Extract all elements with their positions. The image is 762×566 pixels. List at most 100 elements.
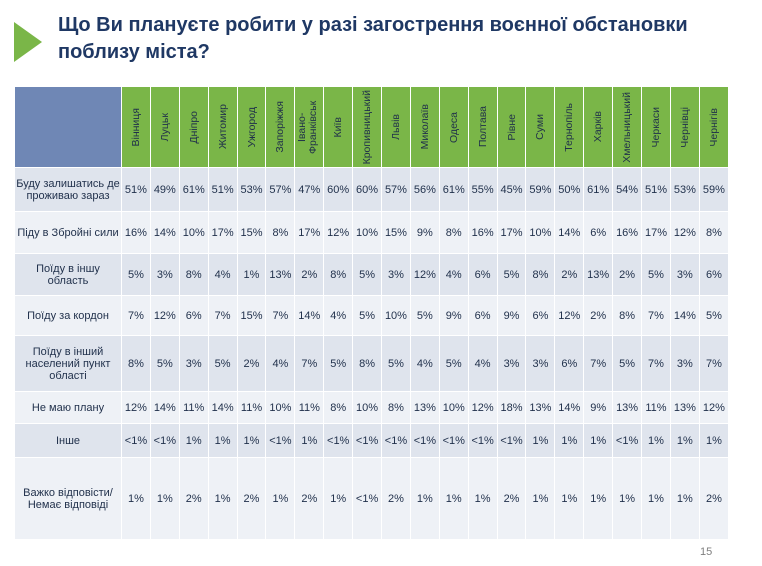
row-label: Інше <box>14 423 122 458</box>
table-cell: 8% <box>381 391 411 424</box>
table-cell: <1% <box>409 423 440 458</box>
table-cell: 1% <box>669 457 700 540</box>
table-cell: 8% <box>323 391 354 424</box>
row-label: Важко відповісти/Немає відповіді <box>14 457 122 540</box>
table-cell: 12% <box>554 295 585 336</box>
table-cell: 9% <box>583 391 614 424</box>
city-header: Черкаси <box>641 86 671 168</box>
table-cell: 14% <box>294 295 325 336</box>
table-cell: 5% <box>149 335 180 392</box>
table-cell: 6% <box>698 253 730 296</box>
table-cell: 51% <box>207 167 238 212</box>
city-header: Вінниця <box>121 86 151 168</box>
table-cell: 16% <box>612 211 643 254</box>
row-label: Не маю плану <box>14 391 122 424</box>
table-cell: 16% <box>121 211 151 254</box>
table-cell: 7% <box>583 335 614 392</box>
table-cell: 1% <box>641 423 671 458</box>
table-cell: 7% <box>698 335 730 392</box>
city-header: Ужгород <box>236 86 267 168</box>
table-cell: 14% <box>554 211 585 254</box>
table-cell: 2% <box>583 295 614 336</box>
table-cell: 2% <box>294 253 325 296</box>
table-cell: <1% <box>352 457 383 540</box>
table-cell: 11% <box>641 391 671 424</box>
city-header: Хмельницький <box>612 86 643 168</box>
table-cell: 59% <box>525 167 556 212</box>
page-title: Що Ви плануєте робити у разі загострення… <box>58 14 688 63</box>
table-cell: 13% <box>612 391 643 424</box>
table-cell: 18% <box>496 391 527 424</box>
row-label: Поїду за кордон <box>14 295 122 336</box>
table-cell: 53% <box>669 167 700 212</box>
table-cell: 1% <box>121 457 151 540</box>
table-cell: 2% <box>236 335 267 392</box>
table-cell: 1% <box>409 457 440 540</box>
table-cell: 2% <box>294 457 325 540</box>
table-cell: 13% <box>525 391 556 424</box>
table-cell: 1% <box>525 457 556 540</box>
survey-table: Вінниця Луцьк Дніпро Житомир Ужгород Зап… <box>14 86 730 540</box>
city-header: Львів <box>381 86 411 168</box>
table-cell: 3% <box>669 253 700 296</box>
table-cell: 1% <box>236 423 267 458</box>
table-cell: 51% <box>121 167 151 212</box>
header-row: Вінниця Луцьк Дніпро Житомир Ужгород Зап… <box>14 86 730 168</box>
table-cell: 17% <box>207 211 238 254</box>
table-row: Поїду в інший населений пункт області 8% 5… <box>14 335 730 392</box>
table-cell: 1% <box>525 423 556 458</box>
table-cell: 8% <box>612 295 643 336</box>
table-cell: 7% <box>121 295 151 336</box>
table-cell: 12% <box>467 391 498 424</box>
table-cell: 2% <box>178 457 209 540</box>
table-cell: 3% <box>178 335 209 392</box>
table-cell: 10% <box>525 211 556 254</box>
table-cell: 1% <box>612 457 643 540</box>
table-cell: 13% <box>583 253 614 296</box>
table-cell: 1% <box>583 457 614 540</box>
table-cell: 1% <box>207 457 238 540</box>
table-cell: 4% <box>438 253 469 296</box>
table-cell: 1% <box>554 423 585 458</box>
table-cell: 5% <box>612 335 643 392</box>
table-cell: 1% <box>554 457 585 540</box>
table-cell: 9% <box>438 295 469 336</box>
table-cell: 13% <box>669 391 700 424</box>
table-cell: <1% <box>438 423 469 458</box>
table-cell: 1% <box>149 457 180 540</box>
table-row: Піду в Збройні сили 16% 14% 10% 17% 15% 8% 17% 1… <box>14 211 730 254</box>
city-header: Суми <box>525 86 556 168</box>
table-cell: 6% <box>178 295 209 336</box>
city-header: Полтава <box>467 86 498 168</box>
table-row: Не маю плану 12% 14% 11% 14% 11% 10% 11% 8% 10% 8%… <box>14 391 730 424</box>
table-cell: 14% <box>207 391 238 424</box>
table-cell: 10% <box>381 295 411 336</box>
page-number: 15 <box>700 546 713 558</box>
table-cell: 8% <box>438 211 469 254</box>
table-cell: 9% <box>496 295 527 336</box>
table-cell: 6% <box>554 335 585 392</box>
table-cell: 60% <box>352 167 383 212</box>
table-cell: 14% <box>669 295 700 336</box>
table-cell: 2% <box>496 457 527 540</box>
table-cell: 7% <box>207 295 238 336</box>
table-cell: 7% <box>641 295 671 336</box>
table-cell: 12% <box>121 391 151 424</box>
table-cell: 1% <box>323 457 354 540</box>
table-cell: 15% <box>236 295 267 336</box>
table-cell: 5% <box>207 335 238 392</box>
city-header: Київ <box>323 86 354 168</box>
table-cell: <1% <box>323 423 354 458</box>
table-cell: 61% <box>178 167 209 212</box>
table-cell: 6% <box>583 211 614 254</box>
table-cell: 12% <box>149 295 180 336</box>
table-cell: 5% <box>438 335 469 392</box>
table-cell: 4% <box>409 335 440 392</box>
table-cell: 10% <box>178 211 209 254</box>
table-cell: 60% <box>323 167 354 212</box>
table-cell: 1% <box>207 423 238 458</box>
table-cell: 7% <box>641 335 671 392</box>
table-cell: 15% <box>236 211 267 254</box>
title-arrow-icon <box>14 22 42 62</box>
table-cell: 3% <box>669 335 700 392</box>
